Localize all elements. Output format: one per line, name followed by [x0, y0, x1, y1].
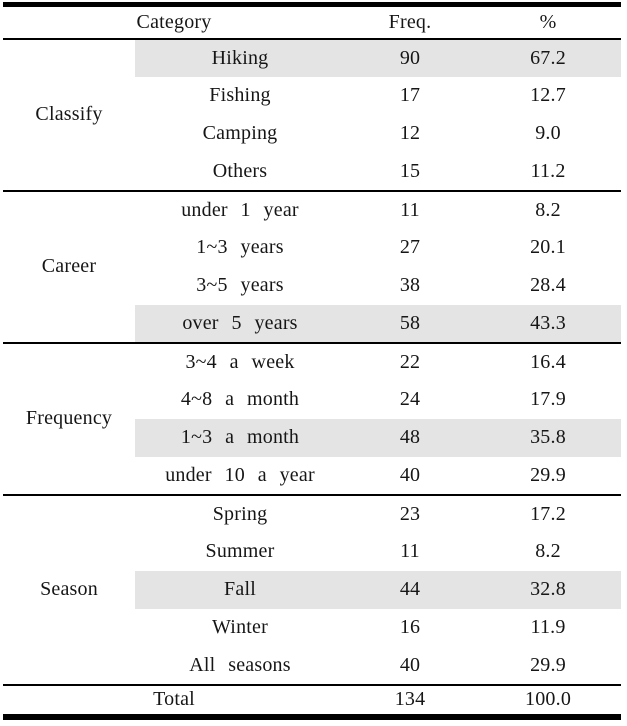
table-row: Summer 11 8.2	[3, 533, 621, 571]
freq-value-cell: 22	[399, 350, 421, 373]
header-pct: %	[539, 10, 557, 33]
table-footer: Total 134 100.0	[3, 684, 622, 717]
category-value-cell: over 5 years	[135, 304, 346, 343]
header-freq: Freq.	[388, 10, 432, 33]
pct-value-cell: 29.9	[530, 653, 566, 676]
category-value-cell: 1~3 years	[196, 236, 284, 258]
pct-value-cell: 43.3	[475, 304, 622, 343]
category-value-cell: Hiking	[135, 38, 346, 77]
pct-value-cell: 11.2	[530, 159, 566, 182]
table-row: 1~3 years 27 20.1	[3, 229, 621, 267]
category-value-cell: Fall	[135, 570, 346, 609]
outdoor-activity-survey-table: Category Freq. % Classify Hiking 90 67.2 Fis…	[3, 2, 622, 720]
pct-value-cell: 12.7	[530, 84, 566, 106]
table-row: Others 15 11.2	[3, 153, 621, 191]
table-row: Winter 16 11.9	[3, 609, 621, 647]
category-value-cell: Summer	[205, 540, 275, 562]
table-row: Camping 12 9.0	[3, 115, 621, 153]
table-row: Career under 1 year 11 8.2	[3, 190, 622, 343]
total-row: Total 134 100.0	[3, 685, 621, 717]
total-freq-cell: 134	[394, 688, 426, 710]
header-category: Category	[136, 10, 212, 33]
group-cell-classify: Classify	[3, 38, 135, 191]
category-value-cell: 1~3 a month	[135, 418, 346, 457]
category-value-cell: 3~5 years	[196, 274, 284, 296]
group-cell-season: Season	[3, 494, 135, 685]
pct-value-cell: 8.2	[535, 540, 561, 562]
table-header: Category Freq. %	[3, 5, 622, 39]
table-row: under 10 a year 40 29.9	[3, 457, 621, 495]
freq-value-cell: 58	[345, 304, 476, 343]
pct-value-cell: 11.9	[530, 616, 566, 638]
category-value-cell: Winter	[212, 616, 268, 638]
header-row: Category Freq. %	[3, 5, 621, 39]
category-value-cell: 3~4 a week	[185, 350, 295, 373]
freq-value-cell: 23	[399, 502, 421, 525]
freq-value-cell: 27	[399, 236, 421, 258]
table-row: Frequency 3~4 a week 22 16.4	[3, 342, 622, 495]
table-row: 1~3 a month 48 35.8	[3, 418, 622, 457]
freq-value-cell: 40	[399, 653, 421, 676]
table-row: Classify Hiking 90 67.2	[3, 38, 622, 191]
category-value-cell: 4~8 a month	[180, 388, 300, 410]
group-cell-career: Career	[3, 190, 135, 343]
table-row: Fishing 17 12.7	[3, 77, 621, 115]
pct-value-cell: 32.8	[475, 570, 622, 609]
freq-value-cell: 48	[345, 418, 476, 457]
category-value-cell: Spring	[212, 502, 268, 525]
total-pct-cell: 100.0	[525, 688, 572, 710]
freq-value-cell: 40	[399, 463, 421, 486]
pct-value-cell: 20.1	[530, 236, 566, 258]
freq-value-cell: 16	[399, 616, 421, 638]
category-value-cell: under 1 year	[181, 198, 299, 221]
table-row: All seasons 40 29.9	[3, 647, 621, 685]
freq-value-cell: 24	[399, 388, 421, 410]
freq-value-cell: 17	[399, 84, 421, 106]
category-value-cell: Fishing	[209, 84, 271, 106]
pct-value-cell: 8.2	[535, 198, 561, 221]
category-value-cell: under 10 a year	[165, 463, 315, 486]
freq-value-cell: 11	[400, 198, 420, 221]
pct-value-cell: 28.4	[530, 274, 566, 296]
group-cell-frequency: Frequency	[3, 342, 135, 495]
pct-value-cell: 17.9	[530, 388, 566, 410]
pct-value-cell: 67.2	[475, 38, 622, 77]
freq-value-cell: 44	[345, 570, 476, 609]
table-row: 3~5 years 38 28.4	[3, 267, 621, 305]
category-value-cell: All seasons	[189, 653, 291, 676]
pct-value-cell: 35.8	[475, 418, 622, 457]
table-row: over 5 years 58 43.3	[3, 304, 622, 343]
pct-value-cell: 9.0	[535, 122, 561, 144]
freq-value-cell: 38	[399, 274, 421, 296]
table-row: Fall 44 32.8	[3, 570, 622, 609]
freq-value-cell: 90	[345, 38, 476, 77]
table-row: 4~8 a month 24 17.9	[3, 381, 621, 419]
freq-value-cell: 12	[399, 122, 421, 144]
freq-value-cell: 15	[399, 159, 421, 182]
category-value-cell: Others	[212, 159, 268, 182]
pct-value-cell: 29.9	[530, 463, 566, 486]
category-value-cell: Camping	[202, 122, 278, 144]
pct-value-cell: 16.4	[530, 350, 566, 373]
pct-value-cell: 17.2	[530, 502, 566, 525]
table-body: Classify Hiking 90 67.2 Fishing 17 12.7 Camping…	[3, 38, 622, 685]
freq-value-cell: 11	[400, 540, 420, 562]
table-row: Season Spring 23 17.2	[3, 494, 622, 685]
total-label-cell: Total	[153, 688, 195, 710]
